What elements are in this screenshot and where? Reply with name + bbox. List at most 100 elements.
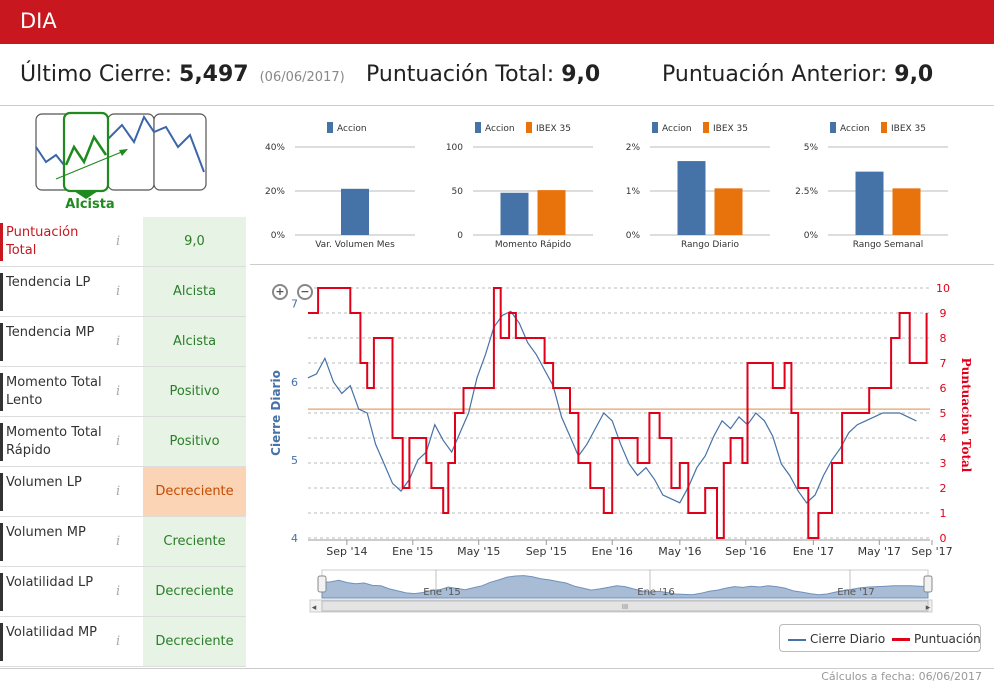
legend-label: IBEX 35 xyxy=(536,124,571,134)
indicator-name: Volumen MP xyxy=(6,525,86,540)
scroll-left-icon[interactable]: ◂ xyxy=(312,603,317,613)
trend-label: Alcista xyxy=(65,197,115,212)
legend-swatch xyxy=(703,122,709,133)
indicator-value: 9,0 xyxy=(143,217,246,266)
legend-swatch xyxy=(526,122,532,133)
info-icon[interactable]: i xyxy=(116,384,121,399)
indicator-value: Decreciente xyxy=(143,467,246,516)
summary-bar: Último Cierre: 5,497 (06/06/2017) Puntua… xyxy=(0,44,994,106)
info-icon[interactable]: i xyxy=(116,634,121,649)
y-tick-label: 0% xyxy=(626,231,641,241)
bar xyxy=(855,171,884,235)
trend-up-icon xyxy=(35,111,207,199)
chart-legend: Cierre Diario Puntuación xyxy=(779,624,981,652)
info-icon[interactable]: i xyxy=(116,334,121,349)
y-right-tick-label: 7 xyxy=(940,357,947,370)
legend-swatch xyxy=(652,122,658,133)
mini-bar-charts: Accion 0% 20% 40% Var. Volumen Mes Accion IBEX… xyxy=(265,122,948,250)
indicator-value: Alcista xyxy=(143,267,246,316)
indicator-value: Positivo xyxy=(143,417,246,466)
scroll-right-icon[interactable]: ▸ xyxy=(926,603,931,613)
legend-swatch xyxy=(327,122,333,133)
legend-item-close[interactable]: Cierre Diario xyxy=(788,632,885,646)
x-tick-label: May '17 xyxy=(858,545,901,558)
legend-label-score: Puntuación xyxy=(914,632,981,646)
info-icon[interactable]: i xyxy=(116,434,121,449)
indicator-marker xyxy=(0,323,3,361)
y-right-tick-label: 5 xyxy=(940,407,947,420)
y-left-tick-label: 6 xyxy=(291,376,298,389)
previous-score-value: 9,0 xyxy=(894,62,934,87)
y-tick-label: 2% xyxy=(626,143,641,153)
y-tick-label: 50 xyxy=(452,187,464,197)
info-icon[interactable]: i xyxy=(116,534,121,549)
indicator-marker xyxy=(0,273,3,311)
navigator-right-handle[interactable] xyxy=(923,575,933,593)
legend-item-score[interactable]: Puntuación xyxy=(892,632,981,646)
indicator-row: Tendencia MP i Alcista xyxy=(0,317,246,367)
y-left-tick-label: 4 xyxy=(291,532,298,545)
total-score-value: 9,0 xyxy=(561,62,601,87)
y-left-tick-label: 5 xyxy=(291,454,298,467)
score-line xyxy=(308,287,928,539)
scrollbar-thumb[interactable] xyxy=(321,600,929,612)
mini-chart: Accion 0% 20% 40% Var. Volumen Mes xyxy=(265,122,415,250)
info-icon[interactable]: i xyxy=(116,284,121,299)
legend-swatch xyxy=(881,122,887,133)
indicator-row: Tendencia LP i Alcista xyxy=(0,267,246,317)
mini-chart: Accion IBEX 35 0% 1% 2% Rango Diario xyxy=(626,122,770,250)
zoom-out-icon[interactable]: − xyxy=(297,284,313,300)
indicator-marker xyxy=(0,523,3,561)
total-score: Puntuación Total: 9,0 xyxy=(366,62,600,87)
info-icon[interactable]: i xyxy=(116,584,121,599)
y-left-axis-title: Cierre Diario xyxy=(269,370,283,456)
legend-label: Accion xyxy=(840,124,870,134)
trend-illustration xyxy=(0,107,246,217)
y-right-tick-label: 0 xyxy=(940,532,947,545)
y-tick-label: 0% xyxy=(271,231,286,241)
navigator-left-handle[interactable] xyxy=(317,575,327,593)
indicator-marker xyxy=(0,423,3,461)
legend-label: Accion xyxy=(485,124,515,134)
info-icon[interactable]: i xyxy=(116,484,121,499)
legend-swatch-score xyxy=(892,638,910,641)
scroll-grip-icon: III xyxy=(622,603,628,611)
y-right-tick-label: 1 xyxy=(940,507,947,520)
y-tick-label: 0 xyxy=(457,231,463,241)
bar xyxy=(341,188,369,235)
indicator-name: Momento Total Lento xyxy=(6,375,102,408)
indicator-marker xyxy=(0,573,3,611)
y-right-tick-label: 6 xyxy=(940,382,947,395)
y-tick-label: 5% xyxy=(804,143,819,153)
mini-charts: Accion 0% 20% 40% Var. Volumen Mes Accion IBEX… xyxy=(250,107,994,265)
bar xyxy=(892,188,921,235)
indicator-value: Decreciente xyxy=(143,617,246,666)
indicator-name: Volatilidad MP xyxy=(6,625,98,640)
zoom-in-icon[interactable]: + xyxy=(272,284,288,300)
y-right-tick-label: 3 xyxy=(940,457,947,470)
footer-note: Cálculos a fecha: 06/06/2017 xyxy=(821,670,982,683)
y-right-tick-label: 4 xyxy=(940,432,947,445)
x-axis-label: Rango Semanal xyxy=(853,240,924,250)
x-axis-label: Momento Rápido xyxy=(495,240,572,250)
indicator-value: Decreciente xyxy=(143,567,246,616)
main-chart[interactable]: 4 5 6 7 0 1 2 3 4 5 6 7 8 9 10 Cierre Diario Puntuacion … xyxy=(260,270,990,660)
x-tick-label: May '15 xyxy=(457,545,500,558)
y-tick-label: 20% xyxy=(265,187,285,197)
price-score-chart[interactable]: 4 5 6 7 0 1 2 3 4 5 6 7 8 9 10 Cierre Diario Puntuacion … xyxy=(260,270,990,660)
info-icon[interactable]: i xyxy=(116,234,121,249)
previous-score: Puntuación Anterior: 9,0 xyxy=(662,62,933,87)
previous-score-label: Puntuación Anterior: xyxy=(662,62,888,87)
x-tick-label: Sep '17 xyxy=(911,545,952,558)
legend-label: Accion xyxy=(662,124,692,134)
indicator-marker xyxy=(0,623,3,661)
y-tick-label: 1% xyxy=(626,187,641,197)
last-close: Último Cierre: 5,497 (06/06/2017) xyxy=(20,62,345,87)
x-tick-label: Ene '16 xyxy=(592,545,633,558)
indicator-marker xyxy=(0,223,3,261)
x-tick-label: Sep '14 xyxy=(326,545,367,558)
bar xyxy=(714,188,743,235)
bar xyxy=(500,192,529,235)
bar xyxy=(677,161,706,235)
x-axis-label: Var. Volumen Mes xyxy=(315,240,395,250)
